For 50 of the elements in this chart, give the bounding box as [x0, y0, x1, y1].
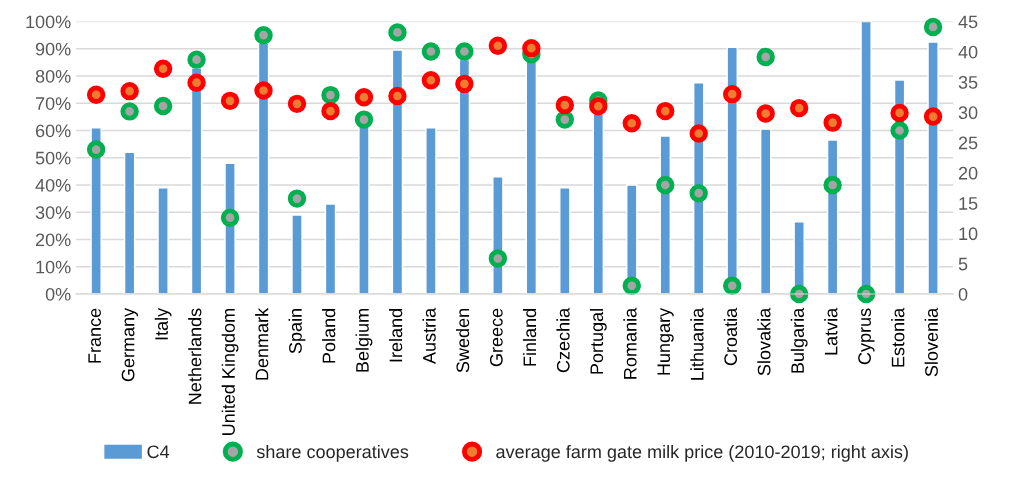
y2-tick-label: 40: [958, 45, 978, 59]
legend-label: share cooperatives: [256, 444, 409, 462]
y-tick-label: 100%: [26, 15, 71, 29]
y2-tick-label: 35: [958, 75, 978, 89]
y-tick-label: 90%: [35, 42, 71, 56]
y-tick-label: 80%: [35, 69, 71, 83]
legend-label: C4: [147, 445, 170, 459]
x-tick-label: Bulgaria: [790, 307, 808, 373]
x-tick-label: Germany: [121, 307, 139, 382]
x-tick-label: Portugal: [589, 309, 607, 374]
y-tick-label: 30%: [35, 206, 71, 219]
x-tick-label: Sweden: [455, 309, 470, 373]
y-tick-label: 10%: [36, 260, 71, 274]
y2-tick-label: 25: [958, 136, 978, 150]
x-tick-label: United Kingdom: [221, 309, 239, 435]
x-tick-label: Italy: [154, 307, 172, 340]
x-tick-label: Lithuania: [690, 307, 704, 380]
y2-tick-label: 45: [958, 15, 978, 29]
x-tick-label: Slovenia: [924, 307, 938, 377]
y2-tick-label: 5: [958, 257, 968, 271]
x-tick-label: Greece: [489, 308, 503, 367]
x-tick-label: Slovakia: [757, 307, 771, 376]
x-tick-label: Denmark: [255, 307, 269, 380]
x-tick-label: France: [88, 308, 101, 363]
x-tick-label: Croatia: [723, 307, 738, 366]
x-tick-label: Austria: [422, 307, 436, 365]
x-tick-label: Spain: [288, 309, 306, 354]
y-tick-label: 40%: [35, 178, 71, 192]
y-tick-label: 50%: [35, 151, 71, 165]
x-tick-label: Poland: [322, 309, 336, 363]
x-tick-label: Romania: [623, 307, 637, 379]
x-tick-label: Cyprus: [858, 308, 875, 365]
y2-tick-label: 0: [958, 287, 968, 301]
y2-tick-label: 10: [959, 227, 978, 241]
x-tick-label: Netherlands: [188, 308, 202, 404]
y-tick-label: 20%: [35, 233, 71, 247]
y-tick-label: 60%: [35, 124, 71, 138]
x-tick-label: Czechia: [556, 307, 570, 373]
x-tick-label: Hungary: [657, 307, 674, 375]
y2-tick-label: 20: [958, 166, 978, 180]
y2-tick-label: 15: [959, 197, 978, 210]
legend-label: average farm gate milk price (2010-2019; right axis): [496, 444, 908, 462]
x-tick-label: Belgium: [355, 309, 373, 372]
x-tick-label: Latvia: [824, 307, 838, 355]
x-tick-label: Finland: [522, 309, 537, 366]
y-tick-label: 0%: [45, 287, 71, 301]
x-tick-label: Estonia: [891, 307, 905, 367]
x-tick-label: Ireland: [389, 309, 403, 362]
y-tick-label: 70%: [35, 97, 71, 110]
y2-tick-label: 30: [958, 106, 978, 120]
